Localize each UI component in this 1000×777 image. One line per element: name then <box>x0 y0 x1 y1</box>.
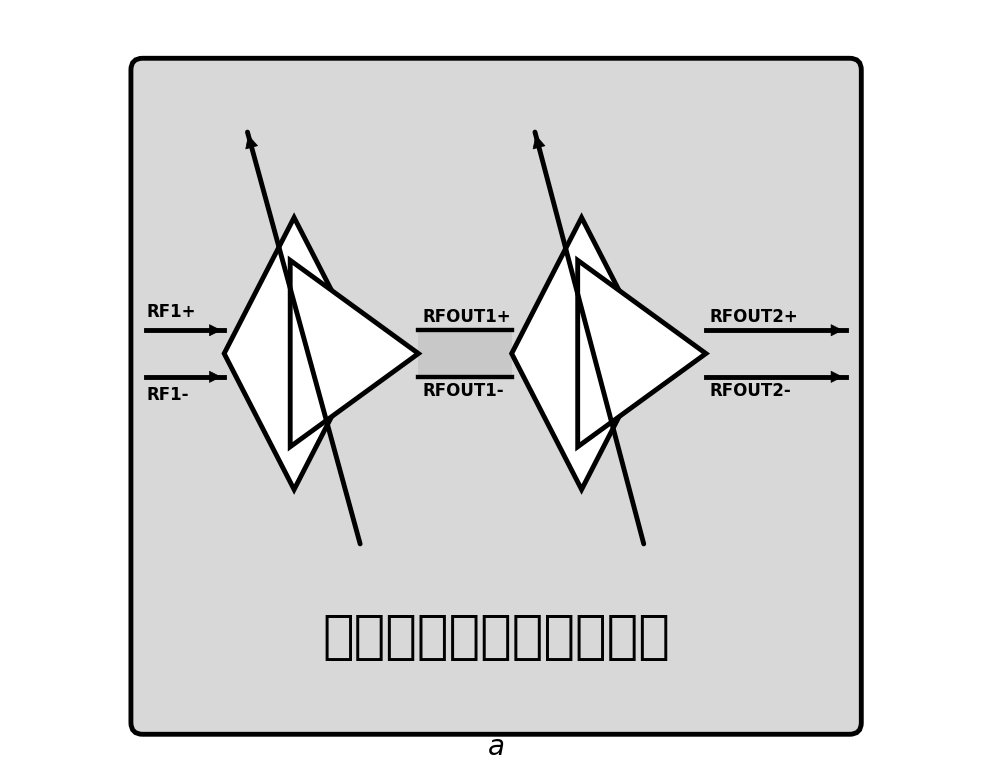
Polygon shape <box>290 260 418 447</box>
Text: RFOUT1-: RFOUT1- <box>422 382 504 399</box>
Polygon shape <box>512 218 652 490</box>
Polygon shape <box>224 218 364 490</box>
Text: RFOUT2+: RFOUT2+ <box>710 308 799 326</box>
Text: RF1+: RF1+ <box>146 303 196 321</box>
Text: RFOUT1+: RFOUT1+ <box>422 308 511 326</box>
Bar <box>418 330 512 377</box>
FancyBboxPatch shape <box>131 58 861 734</box>
Polygon shape <box>578 260 706 447</box>
Text: RF1-: RF1- <box>146 386 189 404</box>
Text: RFOUT2-: RFOUT2- <box>710 382 792 399</box>
Text: 有源数控可变增益放大器: 有源数控可变增益放大器 <box>322 611 670 663</box>
Text: a: a <box>488 733 505 761</box>
